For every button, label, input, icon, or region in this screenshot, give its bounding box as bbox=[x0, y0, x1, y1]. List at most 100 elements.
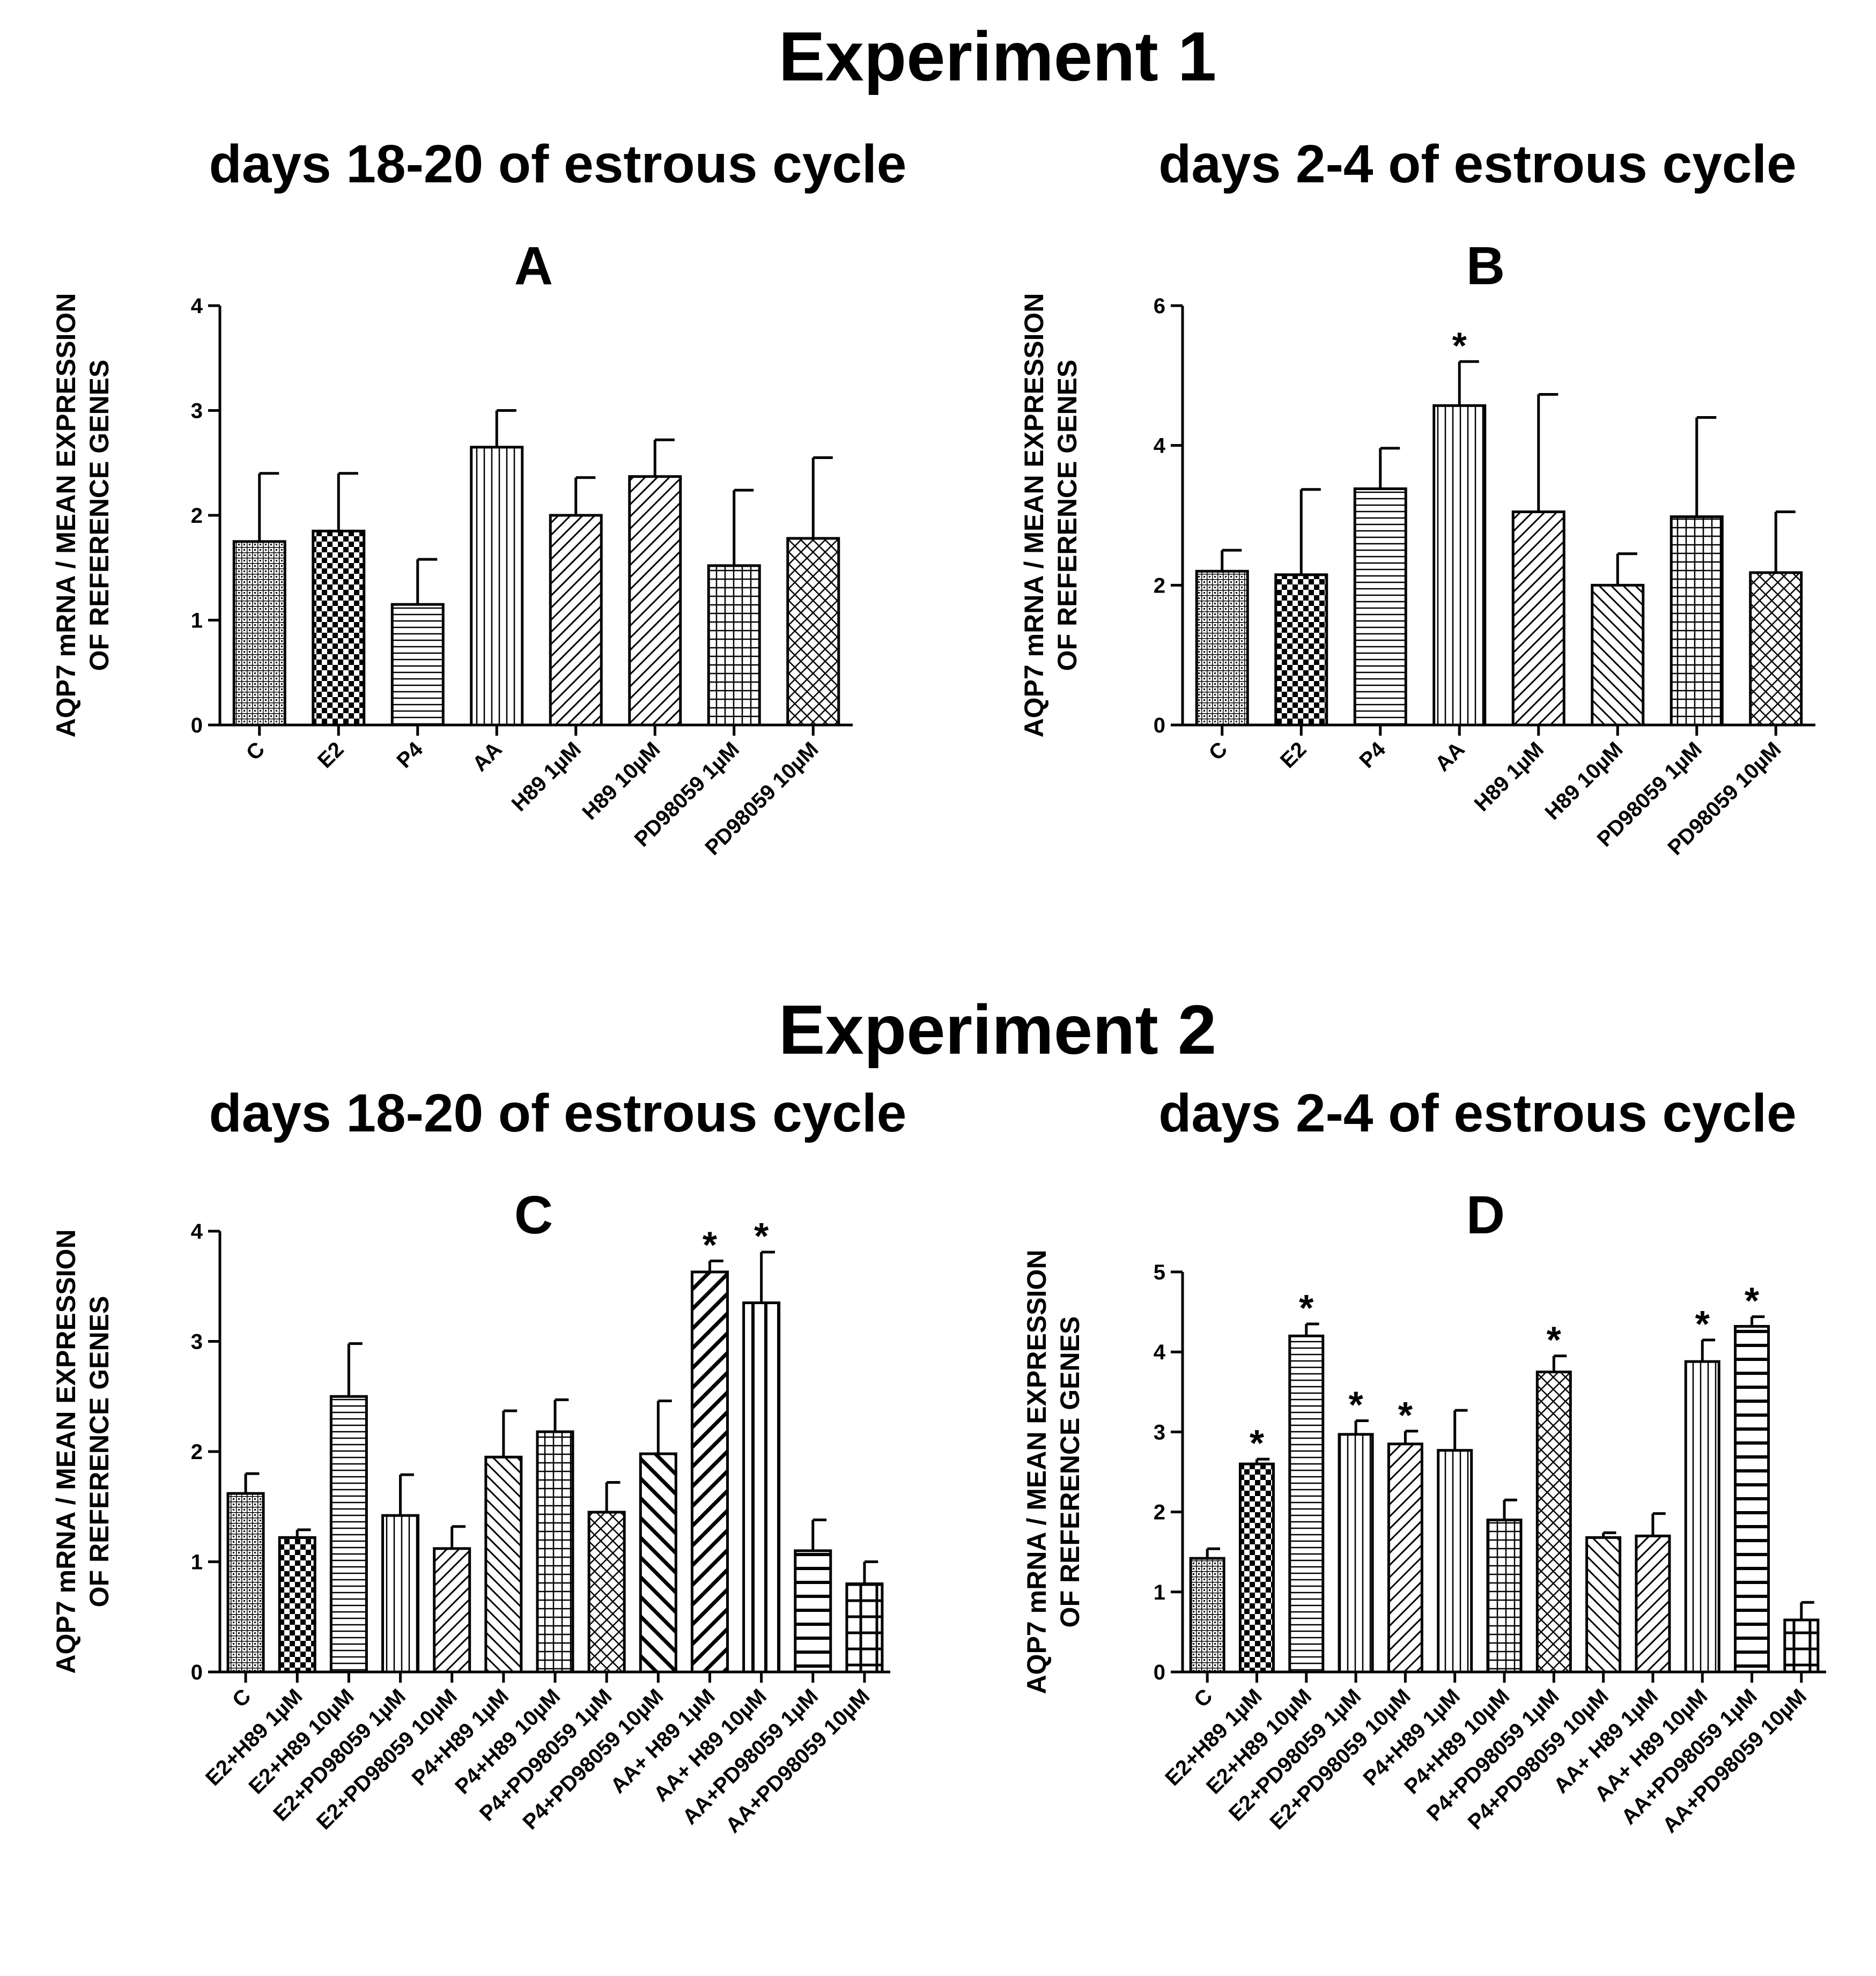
bar bbox=[628, 475, 682, 727]
y-tick-label: 2 bbox=[1154, 1501, 1165, 1524]
y-tick-label: 1 bbox=[191, 609, 203, 633]
bar bbox=[278, 1536, 316, 1674]
bar bbox=[1338, 1433, 1374, 1674]
panel-title: D bbox=[1466, 1185, 1505, 1245]
bar bbox=[1591, 583, 1645, 727]
x-tick-label: C bbox=[242, 737, 270, 765]
y-tick-label: 5 bbox=[1154, 1261, 1165, 1284]
bar bbox=[226, 1492, 265, 1674]
y-tick-label: 3 bbox=[1154, 1420, 1165, 1444]
x-tick-label: C bbox=[1190, 1684, 1217, 1712]
y-tick-label: 0 bbox=[191, 1661, 203, 1684]
x-tick-label: H89 10µM bbox=[1540, 737, 1627, 824]
significance-marker: * bbox=[1250, 1422, 1265, 1464]
panel-d: D AQP7 mRNA / MEAN EXPRESSION OF REFERENCE… bbox=[1022, 1185, 1826, 1838]
bar bbox=[742, 1301, 781, 1674]
exp1-phase-left-title: days 18-20 of estrous cycle bbox=[209, 134, 907, 194]
bar bbox=[1387, 1442, 1423, 1674]
bar bbox=[1189, 1557, 1225, 1674]
y-tick-label: 0 bbox=[191, 714, 203, 737]
experiment-1-title: Experiment 1 bbox=[779, 17, 1216, 95]
bar bbox=[1585, 1536, 1622, 1674]
y-axis-title: AQP7 mRNA / MEAN EXPRESSION OF REFERENCE … bbox=[51, 293, 114, 738]
x-tick-label: C bbox=[228, 1684, 256, 1712]
significance-marker: * bbox=[1452, 324, 1467, 366]
significance-marker: * bbox=[1398, 1394, 1413, 1436]
bar bbox=[433, 1547, 471, 1674]
bar bbox=[1274, 573, 1328, 727]
significance-marker: * bbox=[1547, 1319, 1562, 1361]
significance-marker: * bbox=[703, 1224, 718, 1265]
experiment-2-title: Experiment 2 bbox=[779, 990, 1216, 1069]
bar bbox=[470, 446, 524, 727]
bar bbox=[1535, 1371, 1572, 1674]
bar bbox=[390, 603, 445, 727]
bar bbox=[845, 1582, 884, 1674]
bar bbox=[1684, 1360, 1720, 1674]
y-tick-label: 3 bbox=[191, 1330, 203, 1354]
bar bbox=[484, 1455, 523, 1674]
significance-marker: * bbox=[1348, 1384, 1363, 1426]
bar bbox=[1432, 404, 1487, 727]
y-tick-label: 4 bbox=[191, 1220, 203, 1244]
bar bbox=[1288, 1334, 1325, 1674]
y-tick-label: 0 bbox=[1154, 1661, 1165, 1684]
bar bbox=[1238, 1462, 1275, 1674]
bar bbox=[232, 540, 286, 727]
significance-marker: * bbox=[1745, 1280, 1760, 1322]
x-tick-label: C bbox=[1205, 737, 1232, 765]
y-tick-label: 1 bbox=[191, 1551, 203, 1574]
panel-title: C bbox=[514, 1185, 553, 1245]
bar bbox=[1749, 571, 1803, 727]
panel-c: C AQP7 mRNA / MEAN EXPRESSION OF REFERENCE… bbox=[51, 1185, 890, 1838]
y-axis-title-line: OF REFERENCE GENES bbox=[1052, 360, 1082, 671]
x-tick-label: E2 bbox=[313, 737, 349, 773]
bar bbox=[690, 1270, 729, 1674]
y-axis-title-line: AQP7 mRNA / MEAN EXPRESSION bbox=[51, 293, 81, 738]
x-tick-label: AA bbox=[1431, 737, 1469, 776]
x-tick-label: E2 bbox=[1276, 737, 1311, 773]
y-tick-label: 6 bbox=[1154, 294, 1165, 318]
panel-b: B AQP7 mRNA / MEAN EXPRESSION OF REFERENCE… bbox=[1019, 236, 1815, 860]
y-axis-title: AQP7 mRNA / MEAN EXPRESSION OF REFERENCE … bbox=[1022, 1250, 1085, 1694]
y-axis-title-line: AQP7 mRNA / MEAN EXPRESSION bbox=[1022, 1250, 1052, 1694]
y-tick-label: 2 bbox=[191, 1440, 203, 1464]
y-tick-label: 4 bbox=[1154, 434, 1166, 458]
y-tick-label: 2 bbox=[191, 504, 203, 528]
bar bbox=[1353, 487, 1407, 727]
y-tick-label: 0 bbox=[1154, 714, 1165, 737]
bar bbox=[329, 1395, 368, 1674]
panel-a: A AQP7 mRNA / MEAN EXPRESSION OF REFERENCE… bbox=[51, 236, 853, 860]
x-tick-label: P4 bbox=[1355, 737, 1390, 773]
y-tick-label: 1 bbox=[1154, 1581, 1165, 1604]
bar bbox=[1734, 1324, 1770, 1674]
bar bbox=[536, 1430, 574, 1674]
bar bbox=[1670, 515, 1724, 727]
significance-marker: * bbox=[754, 1215, 769, 1257]
bar bbox=[312, 529, 366, 727]
bar bbox=[1437, 1449, 1473, 1674]
x-tick-label: H89 1µM bbox=[507, 737, 586, 816]
exp2-phase-right-title: days 2-4 of estrous cycle bbox=[1158, 1083, 1796, 1143]
x-tick-label: AA bbox=[468, 737, 507, 776]
y-tick-label: 4 bbox=[191, 294, 203, 318]
bar bbox=[381, 1514, 420, 1674]
bar bbox=[794, 1549, 832, 1674]
x-tick-label: H89 1µM bbox=[1470, 737, 1548, 816]
bar bbox=[707, 564, 761, 727]
y-axis-title: AQP7 mRNA / MEAN EXPRESSION OF REFERENCE … bbox=[1019, 293, 1082, 738]
exp1-phase-right-title: days 2-4 of estrous cycle bbox=[1158, 134, 1796, 194]
significance-marker: * bbox=[1299, 1287, 1314, 1329]
bar bbox=[1783, 1618, 1820, 1674]
y-axis-title-line: OF REFERENCE GENES bbox=[84, 360, 114, 671]
y-axis-title: AQP7 mRNA / MEAN EXPRESSION OF REFERENCE … bbox=[51, 1230, 114, 1674]
x-tick-label: H89 10µM bbox=[578, 737, 664, 824]
significance-marker: * bbox=[1695, 1303, 1710, 1345]
x-tick-label: P4 bbox=[392, 737, 427, 773]
bar bbox=[1635, 1534, 1671, 1674]
y-tick-label: 4 bbox=[1154, 1341, 1166, 1364]
panel-title: A bbox=[514, 236, 553, 296]
y-axis-title-line: OF REFERENCE GENES bbox=[84, 1296, 114, 1608]
panel-title: B bbox=[1466, 236, 1505, 296]
